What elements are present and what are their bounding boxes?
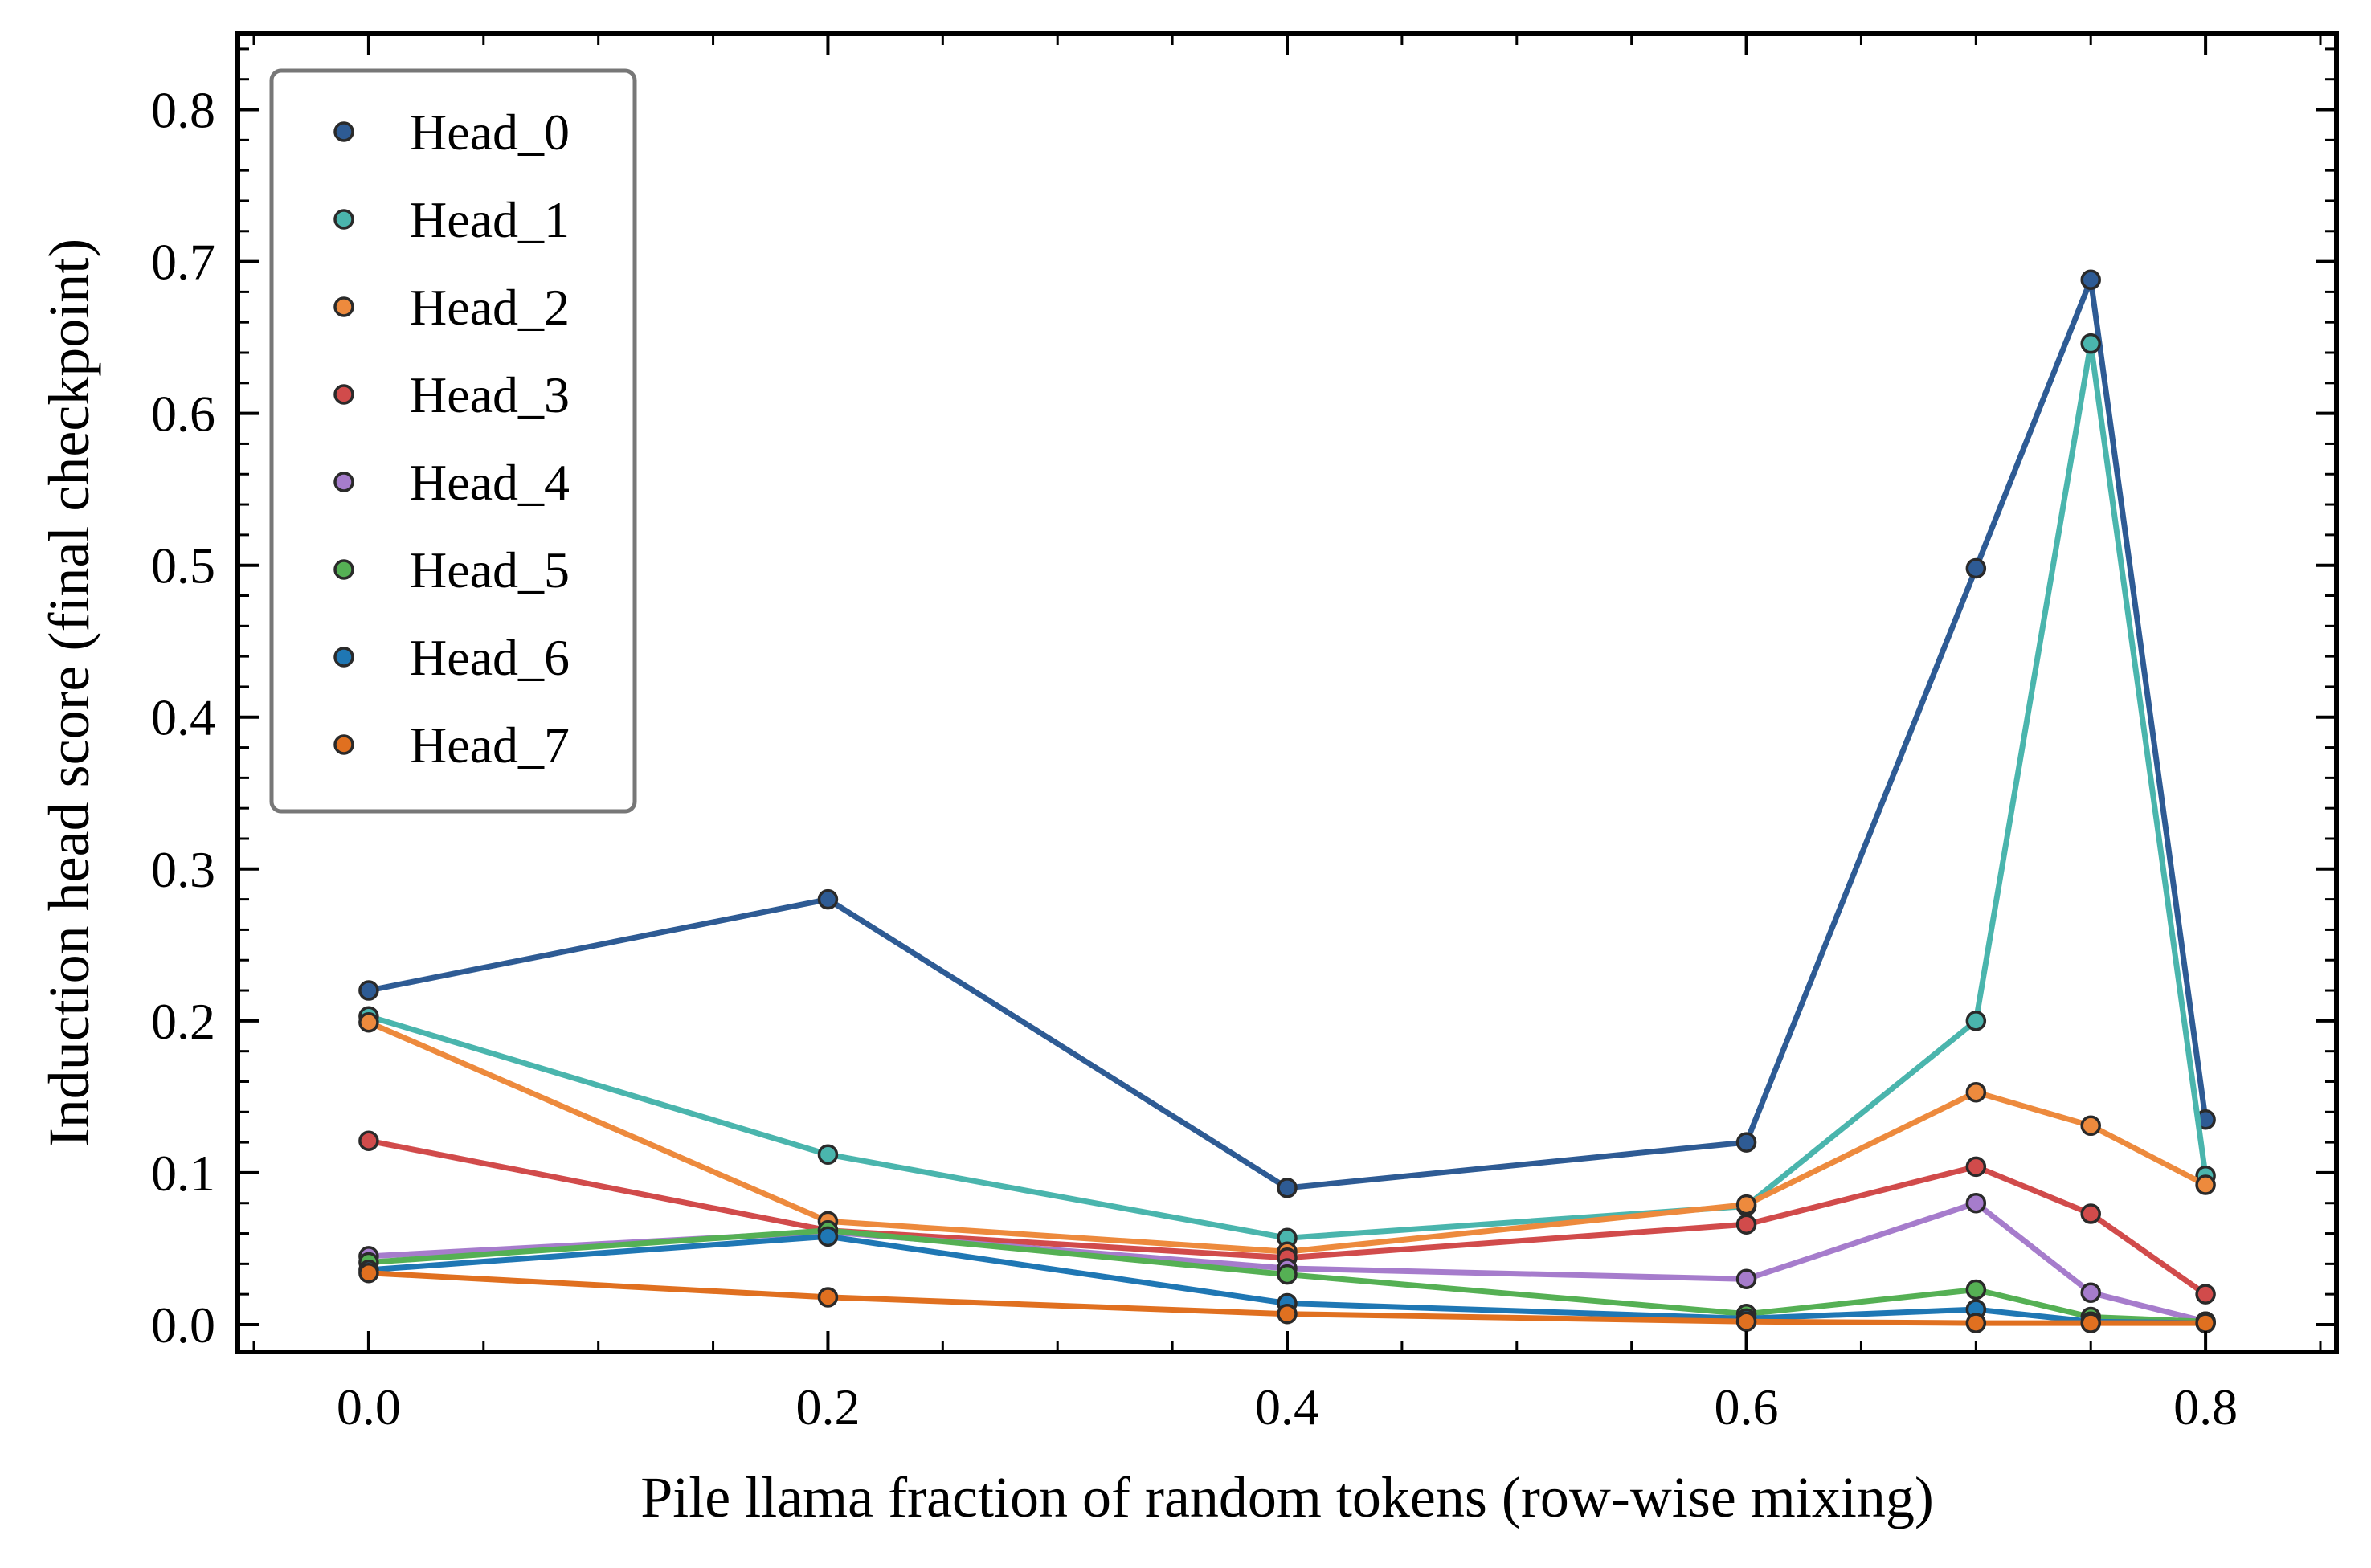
legend-marker	[333, 209, 354, 230]
y-tick-label: 0.7	[151, 234, 215, 291]
x-axis-label: Pile llama fraction of random tokens (ro…	[640, 1465, 1934, 1529]
data-point	[2195, 1174, 2216, 1195]
data-point	[358, 980, 379, 1001]
legend-item: Head_1	[333, 191, 570, 248]
data-point	[817, 1226, 839, 1247]
data-point	[1965, 1279, 1987, 1301]
y-axis-label: Induction head score (final checkpoint)	[37, 239, 101, 1148]
data-point	[1965, 1081, 1987, 1103]
data-point	[358, 1130, 379, 1151]
y-tick-label: 0.5	[151, 537, 215, 594]
legend: Head_0 Head_1 Head_2 Head_3 Head_4 Head_5 Head…	[269, 68, 637, 814]
data-point	[358, 1262, 379, 1284]
legend-marker	[333, 559, 354, 580]
y-tick-label: 0.2	[151, 993, 215, 1050]
axis-ticks	[238, 34, 2336, 1352]
data-point	[1277, 1178, 1298, 1198]
x-tick-label: 0.6	[1715, 1378, 1779, 1435]
data-point	[1965, 557, 1987, 579]
data-point	[2195, 1313, 2216, 1333]
y-tick-label: 0.6	[151, 386, 215, 443]
data-point	[817, 1287, 839, 1308]
series-head-0	[358, 269, 2216, 1198]
x-tick-label: 0.0	[337, 1378, 401, 1435]
data-point	[2080, 333, 2101, 354]
data-point	[1277, 1264, 1298, 1285]
legend-marker	[333, 384, 354, 405]
data-point	[1735, 1268, 1757, 1290]
y-tick-label: 0.8	[151, 82, 215, 139]
data-point	[1735, 1311, 1757, 1332]
legend-item: Head_6	[333, 629, 570, 686]
x-tick-label: 0.4	[1255, 1378, 1319, 1435]
legend-label: Head_6	[410, 629, 570, 686]
legend-item: Head_5	[333, 541, 570, 598]
legend-label: Head_4	[410, 454, 570, 511]
y-tick-label: 0.3	[151, 841, 215, 898]
x-tick-label: 0.8	[2173, 1378, 2238, 1435]
legend-item: Head_2	[333, 279, 570, 336]
x-tick-label: 0.2	[795, 1378, 860, 1435]
data-point	[358, 1012, 379, 1033]
legend-label: Head_3	[410, 366, 570, 423]
legend-label: Head_5	[410, 541, 570, 598]
legend-label: Head_2	[410, 279, 570, 336]
data-point	[2195, 1284, 2216, 1305]
series-head-7	[358, 1262, 2216, 1333]
plot-area	[358, 269, 2216, 1333]
legend-marker	[333, 647, 354, 668]
legend-marker	[333, 472, 354, 492]
data-point	[1965, 1011, 1987, 1031]
data-point	[1735, 1132, 1757, 1153]
legend-marker	[333, 296, 354, 317]
data-point	[2080, 1313, 2101, 1333]
legend-item: Head_4	[333, 454, 570, 511]
data-point	[1735, 1194, 1757, 1215]
series-line	[368, 276, 2209, 1191]
data-point	[1965, 1313, 1987, 1333]
data-point	[2080, 269, 2101, 291]
data-point	[2080, 1282, 2101, 1304]
data-point	[1277, 1303, 1298, 1325]
data-point	[1965, 1156, 1987, 1178]
legend-item: Head_7	[333, 717, 570, 774]
data-point	[1735, 1214, 1757, 1235]
data-point	[817, 1144, 839, 1165]
series-line	[367, 341, 2209, 1241]
y-tick-label: 0.0	[151, 1296, 215, 1354]
legend-item: Head_3	[333, 366, 570, 423]
tick-labels: 0.0 0.2 0.4 0.6 0.8 0.0 0.1 0.2 0.3 0.4 0.5 0.6 0.7 0…	[151, 82, 2238, 1435]
data-point	[1965, 1192, 1987, 1214]
legend-marker	[333, 121, 354, 142]
legend-marker	[333, 734, 354, 755]
legend-label: Head_0	[410, 104, 570, 161]
data-point	[817, 888, 839, 910]
y-tick-label: 0.1	[151, 1145, 215, 1202]
legend-item: Head_0	[333, 104, 570, 161]
legend-label: Head_7	[410, 717, 570, 774]
legend-entries: Head_0 Head_1 Head_2 Head_3 Head_4 Head_5 Head…	[333, 104, 570, 774]
y-tick-label: 0.4	[151, 689, 215, 746]
data-point	[2080, 1203, 2101, 1224]
data-point	[2080, 1115, 2101, 1137]
legend-label: Head_1	[410, 191, 570, 248]
legend-box	[269, 68, 637, 814]
